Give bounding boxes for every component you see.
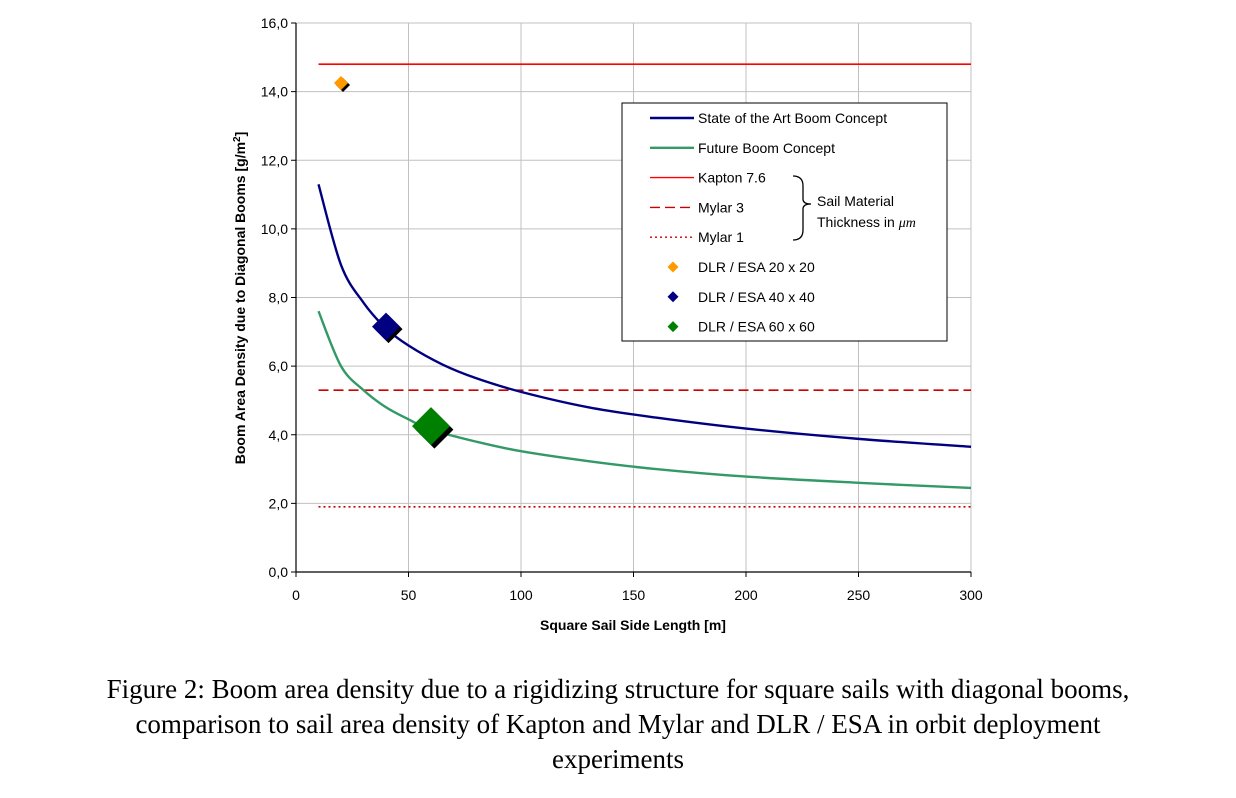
x-tick-label: 200 <box>734 587 758 603</box>
x-tick-label: 250 <box>847 587 871 603</box>
legend-label-3: Kapton 7.6 <box>698 170 766 186</box>
y-tick-label: 14,0 <box>261 84 288 100</box>
caption-line-3: experiments <box>552 744 684 774</box>
legend-marker-8 <box>667 321 679 333</box>
legend-label-5: Mylar 1 <box>698 229 744 245</box>
caption-line-2: comparison to sail area density of Kapto… <box>135 709 1101 739</box>
y-tick-label: 8,0 <box>269 290 289 306</box>
tick-labels: 0,0 2,0 4,0 6,0 8,0 10,0 12,0 14,0 16,0 0 50 100 150… <box>261 15 983 603</box>
y-tick-label: 6,0 <box>269 358 289 374</box>
data-points <box>334 76 454 449</box>
chart: 0,0 2,0 4,0 6,0 8,0 10,0 12,0 14,0 16,0 0 50 100 150… <box>232 15 983 633</box>
legend-marker-6 <box>667 261 679 273</box>
x-tick-label: 0 <box>292 587 300 603</box>
legend-brace-label-line1: Sail Material <box>817 193 894 209</box>
legend-label-2: Future Boom Concept <box>698 140 835 156</box>
x-tick-label: 50 <box>401 587 417 603</box>
caption-line-1: Figure 2: Boom area density due to a rig… <box>106 674 1130 704</box>
legend-label-4: Mylar 3 <box>698 199 744 215</box>
legend-brace <box>792 175 812 241</box>
y-tick-label: 10,0 <box>261 221 288 237</box>
series-line-2 <box>317 310 972 490</box>
legend-label-8: DLR / ESA 60 x 60 <box>698 319 815 335</box>
y-tick-label: 4,0 <box>269 427 289 443</box>
legend-label-7: DLR / ESA 40 x 40 <box>698 289 815 305</box>
legend-marker-7 <box>667 291 679 303</box>
legend-brace-label-line2: Thickness in μm <box>817 214 916 231</box>
y-tick-label: 2,0 <box>269 495 289 511</box>
reference-lines <box>318 63 971 508</box>
axes <box>291 22 972 577</box>
series-lines <box>317 183 972 490</box>
y-tick-label: 12,0 <box>261 152 288 168</box>
data-point-1 <box>334 76 348 91</box>
legend-label-6: DLR / ESA 20 x 20 <box>698 259 815 275</box>
x-tick-label: 300 <box>959 587 983 603</box>
legend-box <box>621 102 948 342</box>
y-tick-label: 0,0 <box>269 564 289 580</box>
figure-caption: Figure 2: Boom area density due to a rig… <box>0 672 1236 777</box>
y-axis-label: Boom Area Density due to Diagonal Booms … <box>232 132 248 465</box>
series-line-1 <box>317 183 972 448</box>
legend: State of the Art Boom Concept Future Boom… <box>621 102 948 342</box>
x-tick-label: 150 <box>622 587 646 603</box>
x-axis-label: Square Sail Side Length [m] <box>540 617 726 633</box>
x-tick-label: 100 <box>509 587 533 603</box>
data-point-3 <box>412 407 450 446</box>
legend-label-1: State of the Art Boom Concept <box>698 110 887 126</box>
y-tick-label: 16,0 <box>261 15 288 31</box>
legend-items: State of the Art Boom Concept Future Boom… <box>650 110 887 335</box>
data-point-2 <box>372 312 400 341</box>
